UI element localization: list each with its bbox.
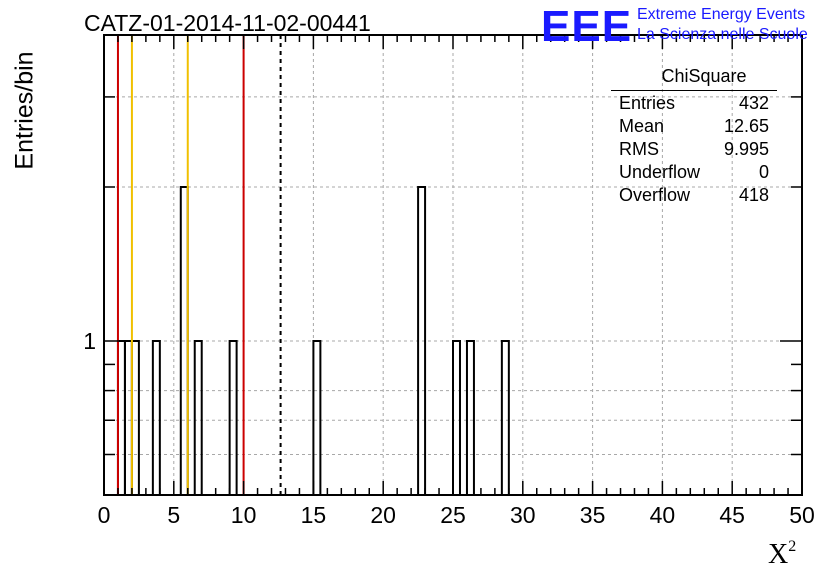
histogram-bin	[417, 186, 427, 495]
x-tick-label: 20	[370, 502, 396, 528]
histogram-bin	[123, 340, 133, 495]
stats-value: 12.65	[723, 116, 769, 136]
x-tick-label: 50	[789, 502, 815, 528]
eee-logo-mark: EEE	[541, 2, 633, 51]
stats-row-rms: RMS 9.995	[611, 139, 777, 162]
histogram-bin	[500, 340, 510, 495]
stats-row-mean: Mean 12.65	[611, 116, 777, 139]
stats-label: Mean	[619, 116, 665, 136]
x-tick-label: 5	[167, 502, 180, 528]
stats-row-underflow: Underflow 0	[611, 162, 777, 185]
histogram-bin	[116, 340, 126, 495]
histogram-bin	[465, 340, 475, 495]
stats-divider	[611, 90, 777, 91]
stats-value: 432	[738, 93, 769, 113]
chart-title: CATZ-01-2014-11-02-00441	[84, 10, 371, 36]
x-tick-label: 40	[650, 502, 676, 528]
logo-line-1: Extreme Energy Events	[637, 6, 806, 23]
stats-label: Overflow	[619, 185, 691, 205]
x-tick-label: 0	[98, 502, 111, 528]
stats-title: ChiSquare	[661, 66, 747, 86]
histogram-bin	[312, 340, 322, 495]
x-tick-label: 45	[719, 502, 745, 528]
x-tick-label: 10	[231, 502, 257, 528]
stats-label: RMS	[619, 139, 659, 159]
stats-label: Underflow	[619, 162, 701, 182]
stats-value: 9.995	[723, 139, 769, 159]
x-axis-label: X2	[768, 538, 796, 570]
stats-value: 0	[758, 162, 769, 182]
histogram-bin	[452, 340, 461, 495]
stats-row-overflow: Overflow 418	[611, 185, 777, 208]
histogram-bin	[130, 340, 140, 495]
stats-box: ChiSquare Entries 432 Mean 12.65 RMS 9.9…	[611, 66, 777, 208]
y-tick-label: 1	[83, 328, 96, 354]
x-tick-label: 30	[510, 502, 536, 528]
x-tick-label: 35	[580, 502, 606, 528]
y-axis-label: Entries/bin	[10, 51, 39, 170]
logo-line-2: La Scienza nelle Scuole	[637, 26, 808, 43]
histogram-bin	[193, 340, 203, 495]
stats-label: Entries	[619, 93, 676, 113]
x-tick-label: 15	[301, 502, 327, 528]
histogram-bin	[151, 340, 161, 495]
stats-row-entries: Entries 432	[611, 93, 777, 116]
stats-value: 418	[738, 185, 769, 205]
x-tick-label: 25	[440, 502, 466, 528]
histogram-bin	[228, 340, 238, 495]
